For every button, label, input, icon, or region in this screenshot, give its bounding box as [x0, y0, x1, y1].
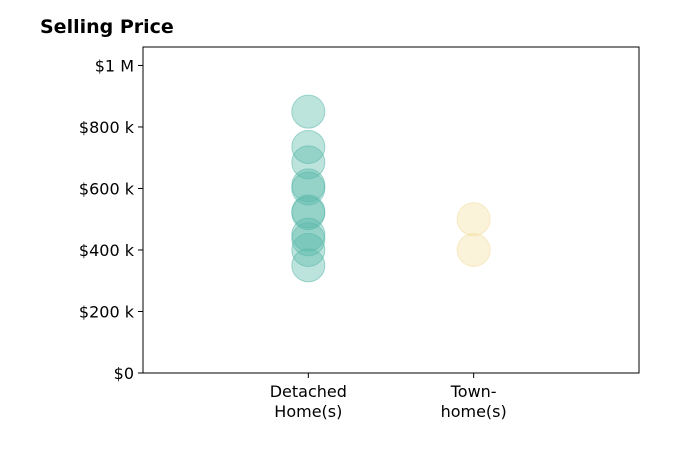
y-axis: $0 $200 k $400 k $600 k $800 k $1 M [79, 56, 143, 383]
x-tick-label: Detached Home(s) [270, 382, 347, 421]
data-point [291, 129, 326, 164]
data-point [456, 232, 491, 267]
chart-title: Selling Price [40, 16, 174, 38]
y-tick-label: $400 k [79, 241, 135, 260]
data-point [291, 217, 326, 252]
data-point [291, 94, 326, 129]
data-point [291, 222, 326, 257]
y-tick-label: $600 k [79, 179, 135, 198]
plot-frame [142, 46, 640, 374]
data-point [291, 232, 326, 267]
y-tick-label: $0 [114, 364, 134, 383]
x-tick-label: Town-home(s) [441, 382, 507, 421]
y-tick-label: $1 M [95, 56, 134, 75]
y-tick-label: $200 k [79, 302, 135, 321]
data-point [291, 248, 326, 283]
y-tick-label: $800 k [79, 118, 135, 137]
data-point [456, 202, 491, 237]
data-points [291, 94, 491, 283]
x-axis: Detached Home(s) Town-home(s) [270, 373, 507, 421]
data-point [291, 196, 326, 231]
